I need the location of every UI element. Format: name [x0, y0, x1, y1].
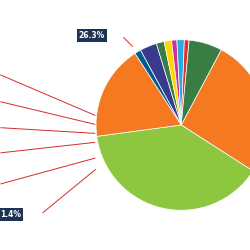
Wedge shape [172, 40, 181, 125]
Wedge shape [181, 50, 250, 171]
Wedge shape [156, 42, 181, 125]
Wedge shape [96, 54, 181, 136]
Wedge shape [181, 40, 189, 125]
Text: 1.4%: 1.4% [0, 210, 21, 219]
Wedge shape [164, 40, 181, 125]
Wedge shape [135, 50, 181, 125]
Wedge shape [97, 125, 250, 210]
Wedge shape [177, 40, 184, 125]
Wedge shape [181, 40, 221, 125]
Text: 26.3%: 26.3% [79, 31, 105, 40]
Wedge shape [140, 44, 181, 125]
